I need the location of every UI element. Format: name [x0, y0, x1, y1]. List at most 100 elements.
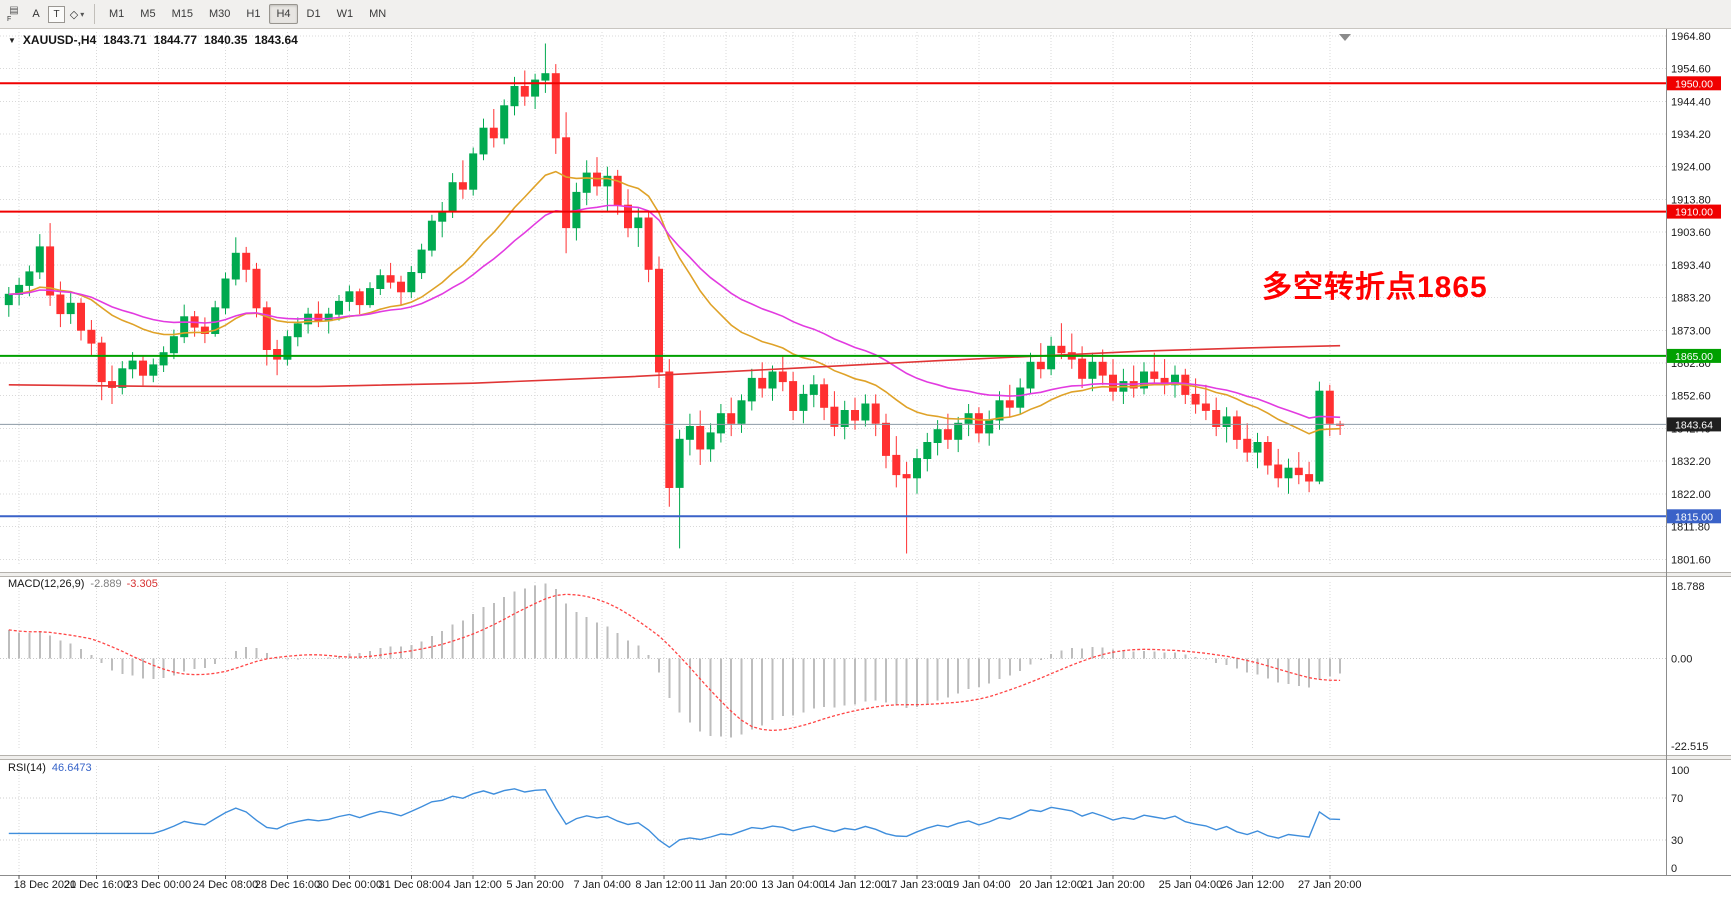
candle-bear [314, 313, 323, 322]
candle-bear [87, 329, 96, 344]
candle-bear [758, 377, 767, 389]
timeframe-button-h4[interactable]: H4 [269, 4, 298, 24]
price-tick-label: 1883.20 [1671, 293, 1711, 305]
candle-bear [1036, 361, 1045, 370]
chart-grid-tool-button[interactable]: ▤ F [4, 2, 24, 26]
rsi-name: RSI(14) [8, 762, 46, 774]
timeframe-button-m30[interactable]: M30 [208, 8, 231, 20]
candle-bull [1253, 442, 1262, 453]
candle-bear [696, 426, 705, 450]
candle-bear [871, 403, 880, 424]
candle-bear [1243, 438, 1252, 453]
candle-bear [397, 281, 405, 293]
time-tick-label: 14 Jan 12:00 [823, 879, 887, 891]
candle-bull [737, 400, 746, 424]
candle-bear [1212, 410, 1221, 427]
timeframe-button-w1[interactable]: W1 [336, 8, 354, 20]
shapes-tool-button[interactable]: ◇ ▾ [67, 2, 87, 26]
candle-bear [902, 474, 911, 479]
chart-annotation-text[interactable]: 多空转折点1865 [1262, 271, 1488, 304]
candle-bull [35, 246, 44, 273]
candle-bear [200, 326, 209, 335]
ma-slow-red [8, 344, 1341, 388]
candle-bear [1232, 416, 1241, 440]
timeframe-button-mn[interactable]: MN [369, 8, 387, 20]
candle-bull [582, 172, 591, 193]
ma-mid-magenta [8, 204, 1341, 419]
rsi-value: 46.6473 [51, 762, 92, 774]
price-tick-label: 1811.80 [1671, 522, 1710, 534]
price-tick-label: 1934.20 [1671, 129, 1711, 141]
candle-bull [283, 336, 292, 360]
timeframe-button-h1[interactable]: H1 [246, 8, 261, 20]
time-tick-label: 24 Dec 08:00 [193, 879, 258, 891]
candle-bear [1005, 400, 1014, 408]
candle-bull [118, 368, 127, 388]
timeframe-button-m1[interactable]: M1 [109, 8, 125, 20]
time-tick-label: 26 Jan 12:00 [1221, 879, 1285, 891]
candle-bear [489, 127, 498, 139]
chart-canvas[interactable]: 1964.80 1954.60 1944.40 1934.20 1924.00 1913.… [0, 29, 1731, 897]
candle-bull [231, 252, 240, 280]
macd-value-signal: -3.305 [126, 578, 158, 590]
candle-bear [1109, 374, 1117, 392]
price-tick-label: 1903.60 [1671, 227, 1711, 239]
panel-divider[interactable] [0, 572, 1731, 577]
candle-bull [448, 182, 457, 213]
rsi-line [8, 788, 1341, 849]
time-tick-label: 25 Jan 04:00 [1159, 879, 1223, 891]
text-tool-button[interactable]: T [48, 5, 65, 23]
macd-scale-min: -22.515 [1671, 741, 1708, 753]
candle-bull [345, 291, 354, 302]
time-tick-label: 5 Jan 20:00 [506, 879, 564, 891]
candle-bull [149, 364, 158, 376]
candle-bull [293, 323, 302, 338]
time-tick-label: 28 Dec 16:00 [255, 879, 320, 891]
axis-price-badge-label: 1865.00 [1675, 351, 1713, 363]
timeframe-button-m5[interactable]: M5 [140, 8, 156, 20]
candle-bull [479, 127, 488, 155]
candle-bull [66, 302, 75, 315]
price-tick-label: 1801.60 [1671, 554, 1711, 566]
ohlc-low: 1840.35 [204, 33, 248, 47]
price-tick-label: 1954.60 [1671, 64, 1711, 76]
candle-bear [882, 422, 890, 456]
macd-scale-max: 18.788 [1671, 581, 1705, 593]
candle-bear [1294, 467, 1303, 476]
timeframe-group: M1 M5 M15 M30 H1 H4 D1 W1 MN [101, 0, 394, 29]
shapes-icon: ◇ [69, 8, 79, 21]
macd-indicator-label: MACD(12,26,9) -2.889 -3.305 [8, 578, 158, 590]
candle-bear [46, 246, 55, 296]
candle-bear [458, 182, 467, 190]
timeframe-button-d1[interactable]: D1 [306, 8, 321, 20]
candle-bull [500, 105, 509, 139]
candle-bull [1140, 371, 1148, 389]
candle-bull [128, 360, 137, 370]
candle-bull [417, 249, 426, 274]
candle-bear [892, 454, 901, 476]
panel-divider[interactable] [0, 755, 1731, 760]
horizontal-line-objects [0, 82, 1666, 518]
toolbar: ▤ F A T ◇ ▾ M1 M5 M15 M30 H1 H4 D1 W1 MN [0, 0, 1731, 29]
macd-scale: 18.788 0.00 -22.515 [1671, 581, 1708, 753]
candle-bear [273, 349, 282, 360]
price-tick-label: 1964.80 [1671, 31, 1711, 43]
collapse-triangle-icon[interactable]: ▼ [8, 35, 16, 45]
candle-bull [427, 220, 436, 251]
cursor-tool-button[interactable]: A [32, 8, 40, 20]
timeframe-button-m15[interactable]: M15 [171, 8, 193, 20]
price-tick-label: 1822.00 [1671, 489, 1711, 501]
macd-scale-zero: 0.00 [1671, 653, 1692, 665]
macd-name: MACD(12,26,9) [8, 578, 85, 590]
candle-bull [1088, 361, 1097, 379]
price-tick-label: 1944.40 [1671, 96, 1711, 108]
candle-bull [1047, 345, 1056, 370]
candle-bull [180, 316, 189, 338]
ma-fast-orange [8, 170, 1341, 435]
candle-bull [913, 458, 921, 479]
candle-bull [335, 300, 343, 315]
candle-bear [262, 307, 271, 350]
price-axis[interactable]: 1964.80 1954.60 1944.40 1934.20 1924.00 1913.… [1667, 31, 1721, 566]
price-tick-label: 1873.00 [1671, 325, 1711, 337]
